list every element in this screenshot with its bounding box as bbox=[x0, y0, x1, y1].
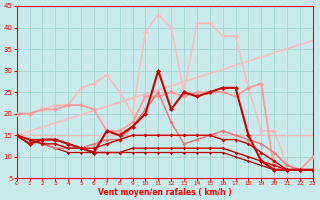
X-axis label: Vent moyen/en rafales ( km/h ): Vent moyen/en rafales ( km/h ) bbox=[98, 188, 232, 197]
